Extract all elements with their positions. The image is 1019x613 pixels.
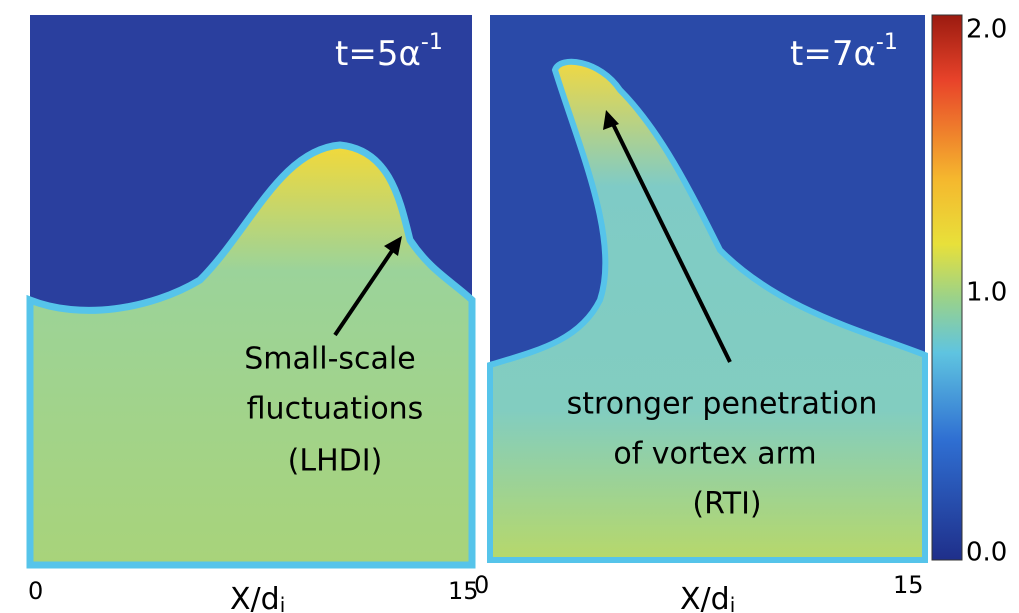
arrow-head [384,236,402,256]
left-panel: t=5α-1 Small-scale fluctuations (LHDI) 0… [26,15,479,613]
time-label: t=7α-1 [790,30,898,74]
annotation: (LHDI) [288,444,383,479]
annotation: (RTI) [692,487,761,522]
annotation: stronger penetration [567,387,878,422]
density-region [26,141,476,569]
colorbar-label: 1.0 [966,278,1007,308]
density-region [487,58,928,563]
x-axis-label: X/di [680,582,735,613]
arrow-head [603,110,619,130]
annotation: of vortex arm [613,437,816,472]
x-tick-label: 15 [448,577,479,605]
colorbar-scale [931,14,963,561]
x-axis-label: X/di [230,582,285,613]
time-label: t=5α-1 [335,30,443,74]
x-tick-label: 0 [28,577,43,605]
right-panel: t=7α-1 stronger penetration of vortex ar… [474,15,928,613]
colorbar-label: 0.0 [966,538,1007,568]
colorbar-label: 2.0 [966,15,1007,45]
x-tick-label: 0 [474,571,489,599]
annotation: fluctuations [247,392,424,427]
x-tick-label: 15 [893,571,924,599]
arrow [333,243,398,337]
annotation: Small-scale [244,342,415,377]
colorbar: 2.0 1.0 0.0 [931,14,1007,568]
arrow [610,121,732,363]
